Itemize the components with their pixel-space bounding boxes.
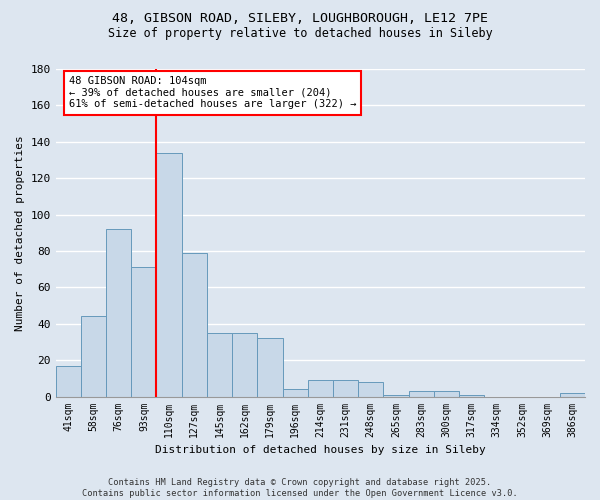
Bar [434, 391, 459, 396]
Bar [232, 333, 257, 396]
Bar [56, 366, 81, 396]
Bar [383, 394, 409, 396]
Bar [560, 393, 585, 396]
Bar [257, 338, 283, 396]
Text: 48, GIBSON ROAD, SILEBY, LOUGHBOROUGH, LE12 7PE: 48, GIBSON ROAD, SILEBY, LOUGHBOROUGH, L… [112, 12, 488, 26]
Bar [106, 229, 131, 396]
Bar [182, 253, 207, 396]
Bar [131, 268, 157, 396]
Bar [358, 382, 383, 396]
Bar [308, 380, 333, 396]
Bar [207, 333, 232, 396]
Y-axis label: Number of detached properties: Number of detached properties [15, 135, 25, 330]
Bar [409, 391, 434, 396]
Bar [283, 390, 308, 396]
Bar [157, 152, 182, 396]
X-axis label: Distribution of detached houses by size in Sileby: Distribution of detached houses by size … [155, 445, 486, 455]
Bar [81, 316, 106, 396]
Bar [459, 394, 484, 396]
Bar [333, 380, 358, 396]
Text: Contains HM Land Registry data © Crown copyright and database right 2025.
Contai: Contains HM Land Registry data © Crown c… [82, 478, 518, 498]
Text: 48 GIBSON ROAD: 104sqm
← 39% of detached houses are smaller (204)
61% of semi-de: 48 GIBSON ROAD: 104sqm ← 39% of detached… [69, 76, 356, 110]
Text: Size of property relative to detached houses in Sileby: Size of property relative to detached ho… [107, 28, 493, 40]
